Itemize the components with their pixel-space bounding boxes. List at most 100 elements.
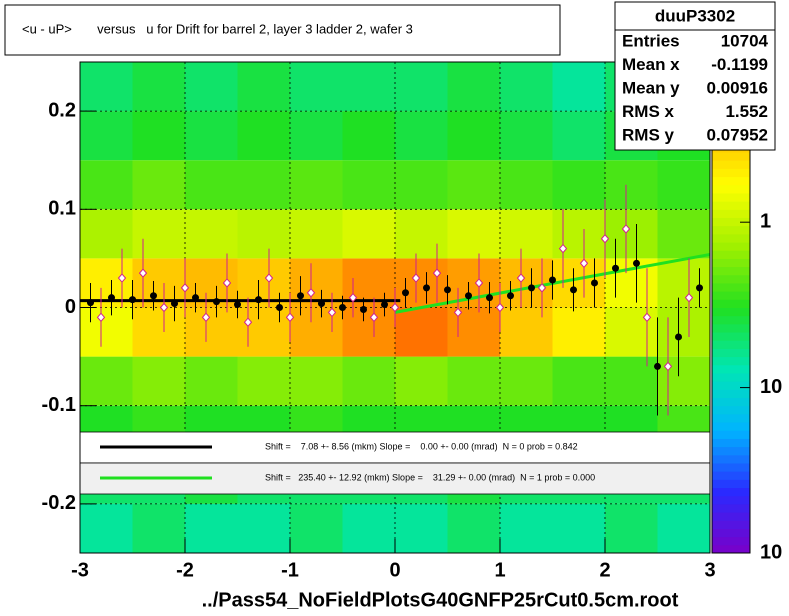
heat-cell: [342, 111, 395, 161]
heat-cell: [605, 356, 658, 406]
colorbar-segment: [712, 462, 750, 472]
x-tick-label: -3: [71, 559, 89, 581]
profile-point: [306, 288, 316, 298]
profile-point: [285, 312, 295, 323]
heat-cell: [132, 111, 185, 161]
profile-point: [507, 292, 514, 300]
profiles: [87, 184, 703, 416]
z-tick-label: 10: [760, 541, 782, 563]
colorbar-segment: [712, 282, 750, 292]
heat-cell: [605, 209, 658, 259]
colorbar-segment: [712, 201, 750, 210]
heat-cell: [395, 307, 448, 357]
heat-cell: [185, 111, 238, 161]
heat-cell: [552, 209, 605, 259]
colorbar-segment: [712, 168, 750, 178]
colorbar-segment: [712, 233, 750, 243]
stats-value: 10704: [721, 31, 769, 50]
heat-cell: [80, 307, 133, 357]
heat-cell: [80, 503, 133, 553]
heat-cell: [342, 160, 395, 210]
stats-frame: [614, 1, 776, 151]
heat-cell: [342, 356, 395, 406]
heat-cell: [237, 307, 290, 357]
x-tick-label: 0: [389, 559, 400, 581]
x-axis-label: ../Pass54_NoFieldPlotsG40GNFP25rCut0.5cm…: [202, 589, 679, 611]
profile-point: [633, 259, 640, 267]
heat-cell: [605, 307, 658, 357]
heat-cell: [657, 307, 710, 357]
z-tick-label: 1: [760, 210, 771, 232]
x-tick-label: -2: [176, 559, 194, 581]
colorbar-segment: [712, 413, 750, 423]
profile-point: [675, 333, 682, 341]
heatmap: [80, 62, 710, 553]
heat-cell: [552, 160, 605, 210]
heat-cell: [657, 258, 710, 308]
colorbar-segment: [712, 315, 750, 325]
profile-point: [117, 273, 127, 283]
heat-cell: [605, 160, 658, 210]
profile-point: [600, 234, 610, 244]
profile-point: [87, 299, 94, 307]
profile-point: [486, 294, 493, 302]
heat-cell: [237, 160, 290, 210]
axes: -3 -2 -1 0 1 2 3 -0.2 -0.1 0 0.1 0.2: [42, 99, 716, 581]
stats-label: RMS y: [622, 125, 675, 144]
heat-cell: [185, 307, 238, 357]
heat-cell: [80, 209, 133, 259]
heat-cell: [657, 160, 710, 210]
heat-cell: [657, 503, 710, 553]
profile-point: [591, 279, 598, 287]
profile-point: [255, 296, 262, 304]
profile-point: [495, 302, 505, 313]
profile-point: [138, 268, 148, 278]
profile-point: [234, 301, 241, 309]
heat-cell: [185, 356, 238, 406]
colorbar-segment: [712, 364, 750, 374]
heat-cell: [552, 503, 605, 553]
heat-cell: [500, 62, 553, 112]
heat-cell: [132, 160, 185, 210]
heat-cell: [237, 62, 290, 112]
heat-cell: [395, 209, 448, 259]
title-box: [4, 4, 561, 56]
stats-value: 0.00916: [707, 78, 768, 97]
heat-cell: [237, 503, 290, 553]
profile-point: [381, 301, 388, 309]
stats-value: 0.07952: [707, 125, 768, 144]
heat-cell: [342, 503, 395, 553]
heat-cell: [500, 160, 553, 210]
profile-point: [654, 362, 661, 370]
heat-cell: [657, 209, 710, 259]
profile-point: [621, 224, 631, 234]
heat-cell: [395, 62, 448, 112]
colorbar-segment: [712, 299, 750, 308]
stats-label: Mean y: [622, 78, 680, 97]
x-tick-label: 2: [599, 559, 610, 581]
colorbar-segment: [712, 250, 750, 259]
profile-point: [264, 273, 274, 283]
heat-cell: [342, 209, 395, 259]
heat-cell: [395, 356, 448, 406]
heat-cell: [342, 62, 395, 112]
legend-label: Shift = 7.08 +- 8.56 (mkm) Slope = 0.00 …: [265, 441, 578, 451]
profile-point: [612, 264, 619, 272]
heat-cell: [500, 258, 553, 308]
colorbar-segment: [712, 446, 750, 456]
colorbar-segment: [712, 520, 750, 529]
heat-cell: [132, 209, 185, 259]
heat-cell: [395, 258, 448, 308]
profile-point: [570, 286, 577, 294]
colorbar-segment: [712, 397, 750, 407]
colorbar-segment: [712, 184, 750, 194]
colorbar-segment: [712, 471, 750, 480]
profile-point: [444, 286, 451, 294]
colorbar-segment: [712, 332, 750, 341]
profile-point: [684, 292, 694, 303]
profile-point: [474, 278, 484, 288]
heat-cell: [132, 307, 185, 357]
profile-point: [171, 300, 178, 308]
profile-point: [213, 298, 220, 306]
profile-point: [243, 317, 253, 327]
